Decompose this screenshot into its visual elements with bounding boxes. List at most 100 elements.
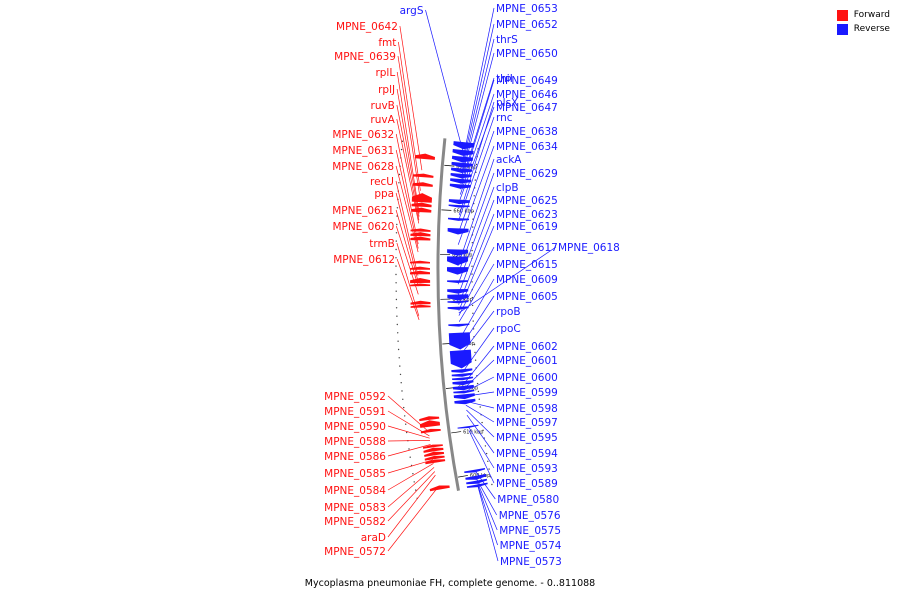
reverse-leader-line	[458, 225, 495, 311]
ruler-dot	[396, 223, 398, 226]
forward-gene-label: MPNE_0584	[324, 485, 386, 497]
reverse-gene-arrow	[448, 332, 471, 350]
ruler-dot	[395, 248, 397, 251]
reverse-gene-label: plsX	[496, 97, 518, 109]
reverse-leader-line	[460, 77, 495, 185]
genome-caption: Mycoplasma pneumoniae FH, complete genom…	[304, 578, 596, 589]
ruler-dot	[395, 290, 397, 292]
ruler-dot	[398, 182, 400, 184]
reverse-leader-line	[465, 400, 495, 409]
forward-leader-line	[395, 133, 419, 244]
ruler-dot	[487, 460, 489, 462]
ruler-dot	[472, 328, 475, 330]
reverse-gene-label: MPNE_0649	[496, 75, 558, 87]
reverse-gene-arrow	[447, 256, 469, 266]
forward-leader-line	[387, 474, 436, 538]
forward-leader-line	[387, 444, 431, 457]
forward-gene-label: MPNE_0639	[334, 51, 396, 63]
reverse-gene-label: MPNE_0599	[496, 387, 558, 399]
forward-leader-line	[387, 440, 431, 442]
forward-leader-line	[396, 242, 420, 317]
ruler-dot	[398, 173, 401, 176]
forward-gene-label: MPNE_0642	[336, 21, 398, 33]
reverse-gene-arrow	[448, 199, 470, 205]
reverse-gene-arrow	[448, 323, 470, 327]
forward-leader-line	[387, 487, 438, 552]
reverse-gene-arrow	[453, 393, 475, 400]
reverse-gene-arrow	[447, 294, 469, 301]
reverse-leader-line	[464, 391, 495, 397]
forward-gene-label: araD	[361, 532, 386, 544]
forward-leader-line	[397, 55, 421, 198]
reverse-gene-label: MPNE_0589	[496, 478, 558, 490]
reverse-leader-line	[463, 359, 495, 389]
reverse-gene-label: MPNE_0653	[496, 3, 558, 15]
ruler-dot	[482, 429, 484, 431]
forward-gene-label: MPNE_0583	[324, 502, 386, 514]
ruler-dot	[471, 304, 474, 307]
ruler-dot	[471, 273, 473, 275]
forward-leader-line	[398, 41, 421, 191]
reverse-gene-label: MPNE_0602	[496, 341, 558, 353]
reverse-gene-label: MPNE_0638	[496, 126, 558, 138]
ruler-dot	[395, 257, 397, 259]
reverse-gene-arrow	[452, 380, 474, 386]
reverse-leader-line	[466, 414, 495, 454]
genome-backbone-arc	[436, 138, 460, 491]
ruler-dot	[471, 249, 473, 252]
reverse-leader-line	[461, 38, 495, 173]
ruler-dot	[409, 456, 411, 458]
forward-gene-label: MPNE_0592	[324, 391, 386, 403]
ruler-dot	[477, 390, 480, 393]
reverse-leader-line	[477, 484, 498, 546]
reverse-gene-label: MPNE_0652	[496, 19, 558, 31]
forward-gene-arrow	[410, 236, 431, 241]
reverse-leader-line	[457, 158, 495, 266]
reverse-gene-label: MPNE_0619	[496, 221, 558, 233]
ruler-dot	[404, 415, 406, 417]
reverse-gene-label: MPNE_0598	[496, 403, 558, 415]
reverse-gene-arrow	[453, 141, 475, 150]
forward-leader-line	[395, 209, 419, 287]
reverse-leader-line	[458, 263, 495, 322]
reverse-gene-arrow	[464, 468, 486, 473]
reverse-gene-label: MPNE_0573	[500, 556, 562, 568]
reverse-gene-label: MPNE_0617	[496, 242, 558, 254]
forward-leader-line	[395, 165, 419, 253]
forward-leader-line	[387, 471, 436, 522]
ruler-dot	[395, 265, 397, 267]
forward-gene-arrow	[423, 447, 444, 453]
ruler-dot	[472, 320, 474, 322]
reverse-leader-line	[425, 9, 464, 154]
reverse-gene-label: thiI	[496, 73, 513, 85]
reverse-leader-line	[459, 93, 495, 195]
forward-gene-arrow	[424, 451, 445, 457]
ruler-dot	[408, 448, 410, 450]
forward-gene-arrow	[411, 207, 432, 213]
reverse-leader-line	[468, 426, 495, 469]
reverse-gene-label: MPNE_0629	[496, 168, 558, 180]
reverse-gene-arrow	[447, 300, 469, 304]
legend-reverse: Reverse	[836, 22, 890, 36]
reverse-gene-arrow	[465, 474, 487, 480]
reverse-gene-arrow	[457, 424, 479, 429]
forward-gene-label: MPNE_0588	[324, 436, 386, 448]
reverse-gene-label: argS	[400, 5, 424, 17]
reverse-leader-line	[476, 481, 498, 531]
reverse-leader-line	[468, 430, 495, 484]
forward-leader-line	[395, 149, 419, 249]
reverse-leader-line	[461, 23, 495, 167]
reverse-gene-arrow	[454, 398, 476, 405]
reverse-gene-label: MPNE_0575	[499, 525, 561, 537]
ruler-dot	[475, 163, 478, 166]
tick-mark	[444, 164, 455, 167]
ruler-dot	[399, 373, 402, 376]
strand-legend: Forward Reverse	[836, 8, 890, 36]
legend-forward: Forward	[836, 8, 890, 22]
forward-leader-line	[396, 258, 420, 321]
ruler-dot	[396, 207, 399, 209]
reverse-gene-arrow	[449, 349, 472, 369]
reverse-gene-arrow	[466, 482, 488, 488]
